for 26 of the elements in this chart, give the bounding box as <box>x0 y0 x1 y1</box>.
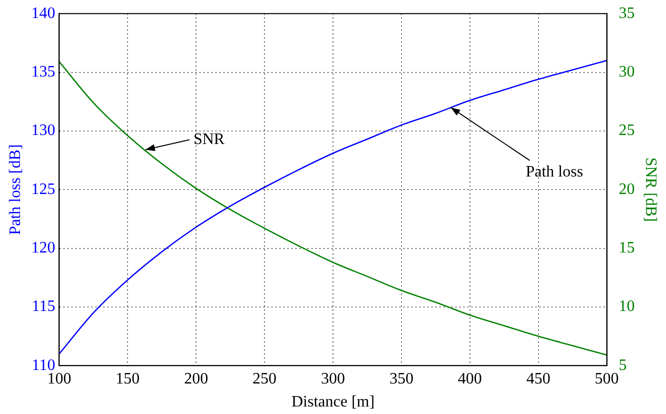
y-axis-title: Path loss [dB] <box>6 144 24 235</box>
annotation: Path loss <box>526 164 584 181</box>
x-tick-label: 200 <box>184 370 208 388</box>
y-tick-label: 120 <box>31 239 56 256</box>
x-tick-label: 300 <box>321 370 345 388</box>
y-tick-label: 135 <box>31 63 56 80</box>
x-axis-title: Distance [m] <box>291 394 375 411</box>
x-tick-label: 400 <box>458 370 482 388</box>
y2-axis-title: SNR [dB] <box>642 157 660 222</box>
x-tick-label: 500 <box>594 370 619 388</box>
x-tick-label: 450 <box>526 370 550 388</box>
x-tick-label: 350 <box>389 370 414 388</box>
y2-tick-label: 30 <box>618 63 635 80</box>
annotation: SNR <box>193 130 225 148</box>
x-tick-label: 150 <box>116 370 140 388</box>
y-tick-label: 130 <box>31 122 56 140</box>
y-tick-label: 115 <box>32 298 56 316</box>
y2-tick-label: 20 <box>618 180 635 198</box>
y-tick-label: 125 <box>31 180 56 198</box>
y2-tick-label: 5 <box>618 356 627 374</box>
y2-tick-label: 35 <box>618 4 635 22</box>
y2-tick-label: 10 <box>618 298 635 316</box>
y2-tick-label: 25 <box>618 122 635 140</box>
x-tick-label: 250 <box>252 370 277 388</box>
y-tick-label: 140 <box>31 4 56 22</box>
y2-tick-label: 15 <box>618 239 635 256</box>
